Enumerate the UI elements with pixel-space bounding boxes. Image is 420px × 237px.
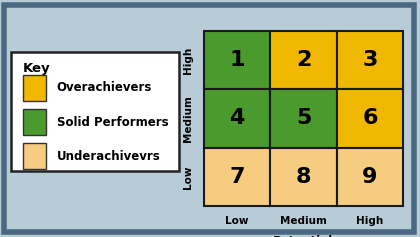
Bar [23,75,46,101]
Text: 3: 3 [362,50,378,70]
Text: 9: 9 [362,167,378,187]
Text: 1: 1 [229,50,245,70]
Text: 8: 8 [296,167,311,187]
Text: 7: 7 [229,167,245,187]
Text: Medium: Medium [280,216,327,226]
Text: 2: 2 [296,50,311,70]
Bar [337,31,403,89]
Bar [204,89,270,148]
Text: Potential: Potential [273,235,333,237]
Text: Low: Low [183,165,193,189]
Bar [23,143,46,169]
Text: High: High [356,216,383,226]
Text: Overachievers: Overachievers [57,81,152,94]
Bar [270,31,337,89]
Text: Performance: Performance [162,76,174,161]
Bar [270,148,337,206]
Bar [23,109,46,135]
Bar [270,89,337,148]
Bar [10,52,178,171]
Bar [337,89,403,148]
Text: Low: Low [225,216,249,226]
Text: High: High [183,46,193,74]
Text: Solid Performers: Solid Performers [57,116,168,128]
Text: Key: Key [23,62,51,75]
Text: Medium: Medium [183,95,193,142]
Bar [337,148,403,206]
Text: 6: 6 [362,109,378,128]
Text: 5: 5 [296,109,311,128]
Bar [204,31,270,89]
Text: Underachivevrs: Underachivevrs [57,150,160,163]
Text: 4: 4 [229,109,244,128]
Bar [204,148,270,206]
